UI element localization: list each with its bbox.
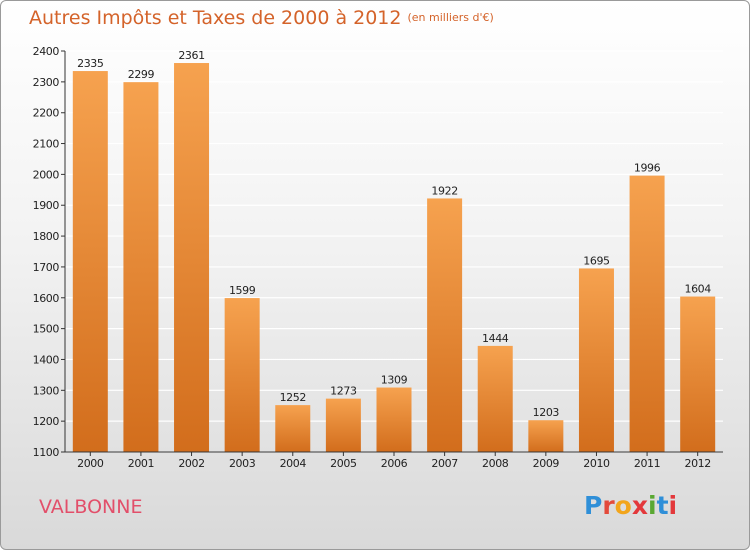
bar [680, 296, 716, 452]
logo-letter: P [584, 491, 603, 520]
proxiti-logo[interactable]: Proxiti [584, 491, 677, 520]
y-tick-label: 2300 [33, 76, 60, 89]
x-tick-label: 2012 [684, 457, 710, 470]
bar-value-label: 2299 [128, 68, 155, 81]
logo-letter: i [668, 491, 678, 520]
bar [427, 198, 463, 452]
bar [376, 387, 412, 452]
bar-value-label: 1273 [330, 385, 357, 398]
logo-letter: r [602, 491, 615, 520]
y-tick-label: 1300 [33, 384, 60, 397]
y-tick-label: 2100 [33, 138, 60, 151]
bars [72, 63, 716, 453]
logo-letter: o [614, 491, 632, 520]
bar [578, 268, 614, 452]
axes: 1100 1200 1300 1400 1500 1600 1700 1800 1900 2000… [33, 45, 723, 470]
bar-value-label: 1309 [381, 374, 408, 387]
x-tick-label: 2006 [381, 457, 408, 470]
y-tick-label: 1200 [33, 415, 60, 428]
x-tick-label: 2011 [634, 457, 660, 470]
x-tick-label: 2003 [229, 457, 256, 470]
y-tick-label: 1900 [33, 199, 60, 212]
y-tick-label: 1800 [33, 230, 60, 243]
bar [477, 345, 513, 452]
bar-value-label: 1599 [229, 284, 256, 297]
chart-title-unit: (en milliers d'€) [407, 11, 494, 24]
logo-letter: i [648, 491, 657, 520]
bar [224, 298, 260, 452]
y-tick-label: 1400 [33, 353, 60, 366]
bar [275, 405, 311, 452]
bar-value-label: 1695 [583, 254, 610, 267]
y-tick-label: 2000 [33, 168, 60, 181]
commune-name: VALBONNE [39, 496, 143, 518]
data-labels: 2335 2299 2361 1599 1252 1273 1309 1922 1444 1203… [77, 49, 712, 419]
bar-value-label: 2335 [77, 57, 104, 70]
x-tick-label: 2001 [128, 457, 154, 470]
bar [629, 175, 665, 452]
chart-title-main: Autres Impôts et Taxes de 2000 à 2012 [29, 7, 402, 29]
bar-value-label: 1203 [533, 406, 560, 419]
logo-letter: t [656, 491, 669, 520]
bar-value-label: 1922 [431, 184, 457, 197]
bar-value-label: 1252 [280, 391, 306, 404]
y-tick-label: 2400 [33, 45, 60, 58]
x-tick-label: 2008 [482, 457, 509, 470]
bar-value-label: 1996 [634, 162, 661, 175]
bar [72, 71, 108, 453]
logo-letter: x [631, 491, 648, 520]
bar [123, 82, 159, 453]
y-tick-label: 1500 [33, 323, 60, 336]
y-tick-label: 1600 [33, 292, 60, 305]
bar [528, 420, 564, 452]
bar [325, 398, 361, 452]
x-tick-label: 2000 [77, 457, 104, 470]
bar-value-label: 1444 [482, 332, 509, 345]
chart-title: Autres Impôts et Taxes de 2000 à 2012 (en… [29, 7, 494, 29]
y-tick-label: 2200 [33, 107, 60, 120]
x-tick-label: 2009 [533, 457, 560, 470]
bar-value-label: 1604 [684, 283, 711, 296]
x-tick-label: 2002 [178, 457, 204, 470]
bar [174, 63, 210, 452]
bar-value-label: 2361 [178, 49, 204, 62]
y-tick-label: 1100 [33, 446, 60, 459]
x-tick-label: 2005 [330, 457, 357, 470]
y-tick-label: 1700 [33, 261, 60, 274]
x-tick-label: 2010 [583, 457, 610, 470]
x-tick-label: 2007 [431, 457, 458, 470]
x-tick-label: 2004 [280, 457, 307, 470]
